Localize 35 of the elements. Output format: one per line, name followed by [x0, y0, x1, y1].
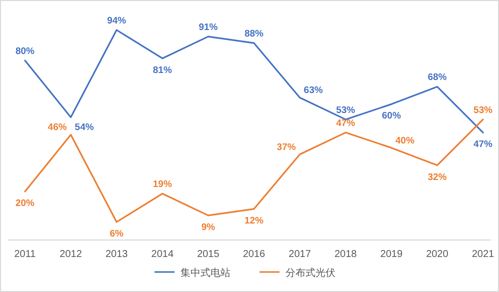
- data-label: 88%: [244, 28, 264, 40]
- x-tick-label: 2014: [151, 249, 174, 260]
- legend-label: 分布式光伏: [286, 267, 336, 279]
- x-tick-label: 2020: [426, 249, 449, 260]
- x-tick-label: 2012: [60, 249, 82, 260]
- data-label: 68%: [428, 72, 448, 84]
- x-tick-label: 2017: [288, 249, 312, 260]
- data-label: 60%: [382, 110, 402, 122]
- x-tick-label: 2015: [197, 249, 220, 260]
- data-label: 37%: [276, 142, 296, 153]
- data-label: 40%: [395, 135, 415, 146]
- data-label: 19%: [152, 179, 172, 190]
- data-label: 81%: [152, 64, 172, 76]
- data-label: 12%: [244, 215, 264, 226]
- x-tick-label: 2011: [14, 249, 36, 260]
- data-label: 54%: [74, 122, 94, 133]
- data-label: 53%: [336, 104, 356, 116]
- data-label: 47%: [336, 118, 356, 130]
- data-label: 32%: [428, 172, 448, 183]
- data-label: 20%: [15, 198, 36, 209]
- data-label: 6%: [110, 228, 124, 240]
- data-label: 53%: [473, 104, 494, 116]
- x-tick-label: 2018: [334, 249, 358, 260]
- x-tick-label: 2021: [472, 249, 495, 260]
- data-label: 80%: [15, 46, 36, 58]
- data-label: 63%: [304, 85, 324, 96]
- legend-label: 集中式电站: [180, 267, 230, 279]
- data-label: 46%: [48, 122, 68, 134]
- x-tick-label: 2013: [105, 249, 128, 260]
- x-tick-label: 2016: [242, 249, 266, 260]
- data-label: 47%: [473, 139, 494, 150]
- data-label: 9%: [201, 222, 216, 233]
- x-tick-label: 2019: [380, 249, 403, 260]
- data-label: 94%: [107, 16, 127, 26]
- data-label: 91%: [198, 22, 218, 34]
